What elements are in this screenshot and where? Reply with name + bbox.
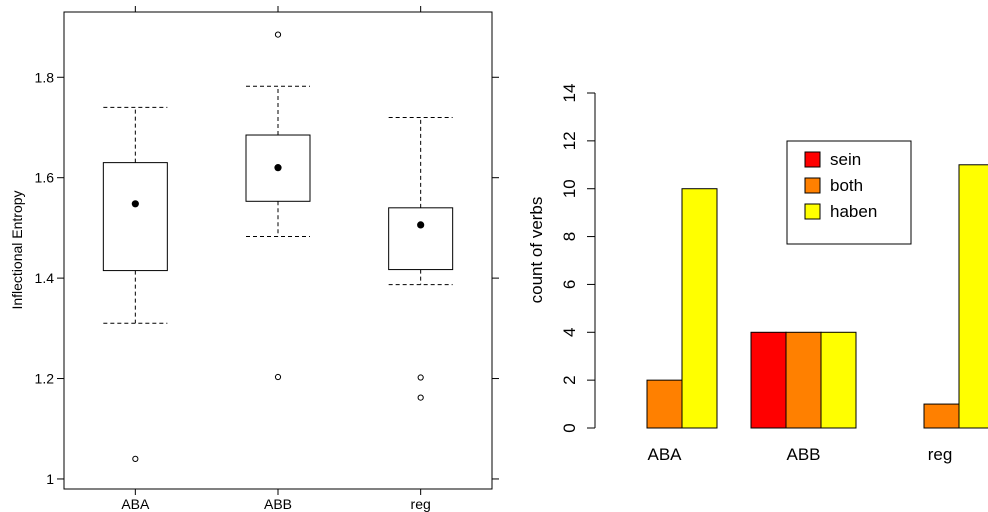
- barchart-x-tick-label: ABB: [786, 445, 820, 464]
- boxplot-y-axis: 1 1.2 1.4 1.6 1.8: [35, 69, 499, 487]
- box-outlier: [274, 31, 282, 38]
- legend-label-haben: haben: [830, 202, 877, 221]
- legend-label-both: both: [830, 176, 863, 195]
- box-ABB: [245, 31, 311, 381]
- barchart-y-tick-label: 0: [560, 423, 579, 432]
- barchart-y-tick-label: 12: [560, 131, 579, 150]
- bar-reg-both: [923, 403, 960, 429]
- barchart-bars: [646, 164, 988, 429]
- bar-group-ABB: [750, 331, 857, 429]
- boxplot-y-tick-label: 1.8: [35, 69, 55, 85]
- boxplot-y-axis-label: Inflectional Entropy: [9, 190, 25, 309]
- box-ABA: [102, 106, 168, 462]
- boxplot-y-tick-label: 1: [46, 471, 54, 487]
- box-iqr: [388, 207, 454, 271]
- boxplot-y-tick-label: 1.6: [35, 170, 55, 186]
- legend-swatch-both: [804, 177, 821, 194]
- bar-group-ABA: [646, 188, 718, 429]
- bar-ABA-haben: [681, 188, 718, 429]
- boxplot-y-tick-label: 1.4: [35, 270, 55, 286]
- bar-reg-haben: [958, 164, 988, 429]
- legend-swatch-haben: [804, 203, 821, 220]
- box-outlier: [417, 394, 424, 401]
- boxplot-x-tick-label: reg: [411, 496, 431, 512]
- boxplot-panel: 1 1.2 1.4 1.6 1.8 ABA ABB reg Inflectional Ent…: [9, 6, 499, 512]
- box-mean-point: [274, 164, 282, 172]
- bar-ABB-both: [785, 331, 822, 429]
- barchart-y-tick-label: 8: [560, 232, 579, 241]
- barchart-x-tick-label: reg: [928, 445, 953, 464]
- barchart-panel: 0 2 4 6 8 10 12 14 ABA ABB reg count of verbs sei…: [527, 84, 988, 464]
- box-outlier: [417, 374, 424, 381]
- barchart-y-axis: 0 2 4 6 8 10 12 14: [560, 84, 596, 433]
- barchart-y-tick-label: 2: [560, 375, 579, 384]
- box-iqr: [102, 162, 168, 272]
- boxplot-x-axis: ABA ABB reg: [121, 6, 431, 512]
- boxplot-marks: [102, 31, 454, 462]
- boxplot-y-tick-label: 1.2: [35, 371, 55, 387]
- box-reg: [388, 116, 454, 401]
- box-outlier: [274, 373, 282, 381]
- barchart-x-axis: ABA ABB reg: [647, 445, 952, 464]
- barchart-legend: sein both haben: [786, 140, 912, 245]
- box-mean-point: [417, 221, 425, 229]
- bar-ABB-haben: [820, 331, 857, 429]
- barchart-y-tick-label: 10: [560, 179, 579, 198]
- barchart-y-axis-label: count of verbs: [527, 197, 546, 304]
- box-mean-point: [131, 200, 139, 208]
- legend-swatch-sein: [804, 151, 821, 168]
- barchart-y-tick-label: 6: [560, 280, 579, 289]
- barchart-y-tick-label: 14: [560, 84, 579, 103]
- boxplot-x-tick-label: ABA: [121, 496, 150, 512]
- bar-group-reg: [923, 164, 988, 429]
- barchart-x-tick-label: ABA: [647, 445, 682, 464]
- boxplot-x-tick-label: ABB: [264, 496, 292, 512]
- barchart-y-tick-label: 4: [560, 328, 579, 337]
- legend-label-sein: sein: [830, 150, 861, 169]
- box-outlier: [132, 455, 139, 462]
- bar-ABA-both: [646, 379, 683, 429]
- bar-ABB-sein: [750, 331, 787, 429]
